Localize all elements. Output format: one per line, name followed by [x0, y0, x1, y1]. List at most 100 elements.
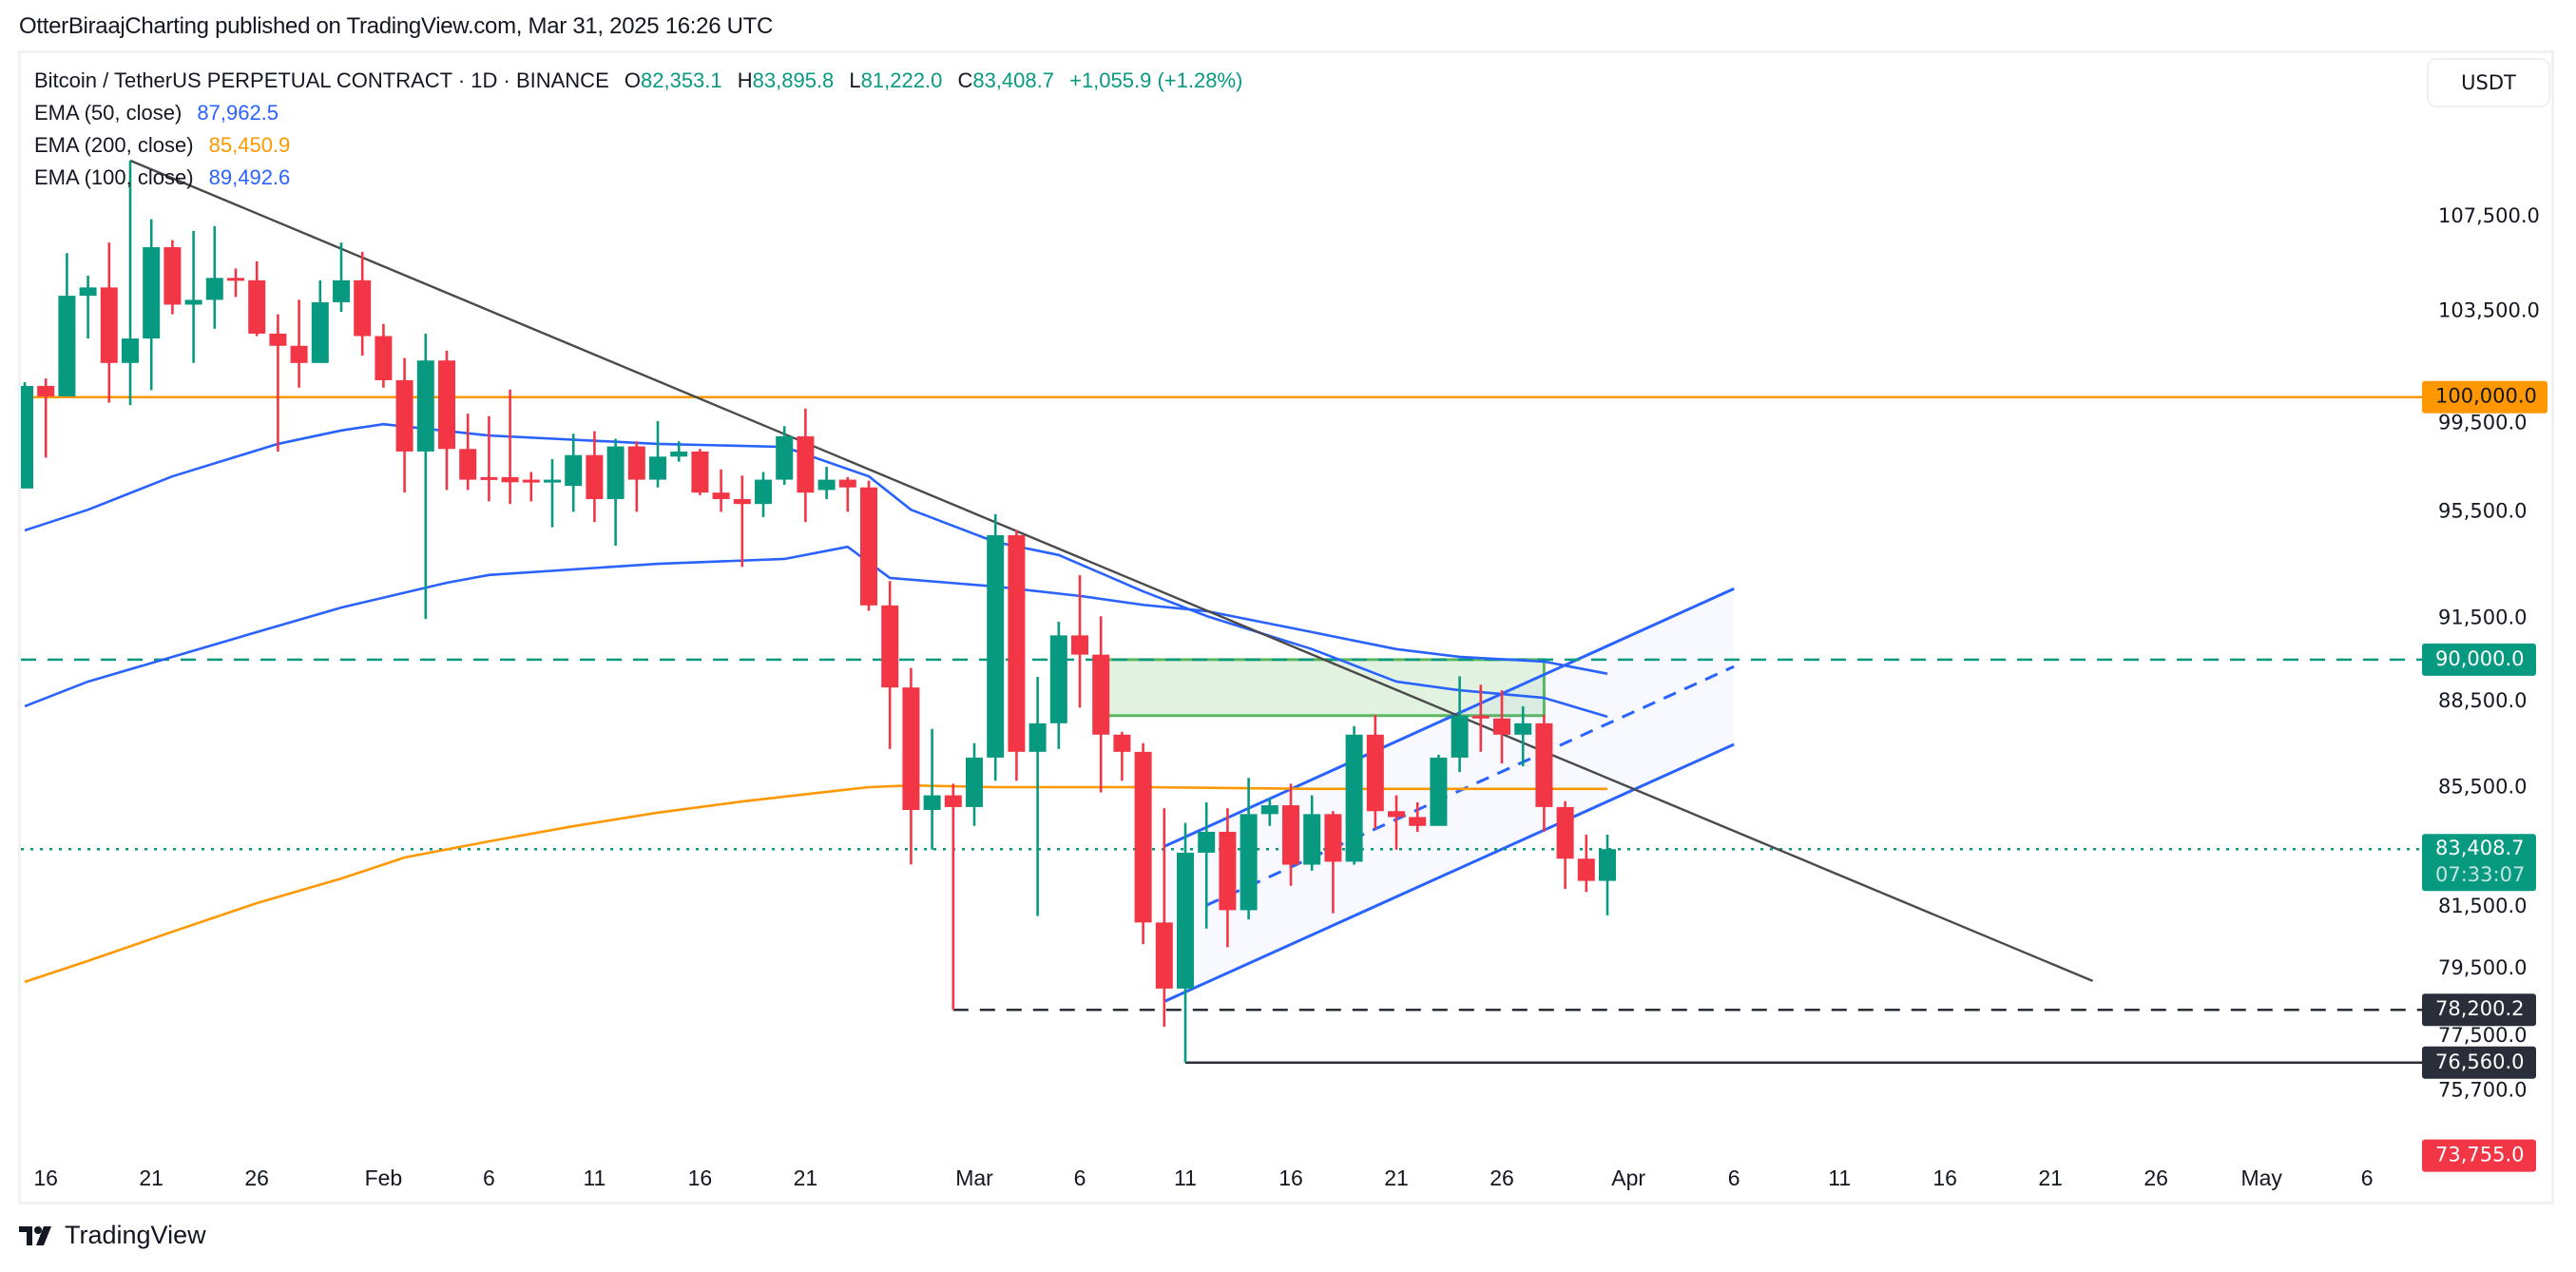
candle	[1155, 808, 1173, 1028]
candle-body	[1366, 734, 1384, 812]
price-badge-label: 90,000.0	[2435, 647, 2525, 670]
indicator-ema100-row[interactable]: EMA (100, close) 89,492.6	[34, 162, 1242, 194]
tradingview-logo[interactable]: TradingView	[19, 1221, 206, 1250]
candle	[712, 469, 730, 512]
candle	[1008, 530, 1026, 781]
symbol-legend-row: Bitcoin / TetherUS PERPETUAL CONTRACT · …	[34, 65, 1242, 97]
price-tick-label: 75,700.0	[2438, 1078, 2528, 1101]
descending-trendline	[129, 159, 2094, 982]
candle-body	[1493, 718, 1510, 735]
candle	[817, 467, 836, 499]
candle	[248, 260, 266, 337]
candle-body	[755, 479, 772, 505]
plot-area[interactable]	[16, 159, 2422, 1065]
price-tick-label: 99,500.0	[2438, 412, 2528, 434]
candle	[184, 230, 202, 363]
open-value: 82,353.1	[641, 68, 722, 92]
indicator-value: 89,492.6	[208, 165, 291, 189]
candle-body	[1324, 814, 1342, 862]
time-axis[interactable]: 16 21 26 Feb 6 11 16 21 Mar 6 11 16 21 26 Apr 6 11 16 21 26…	[33, 1166, 2373, 1190]
candle	[1471, 684, 1490, 752]
candle-body	[227, 278, 244, 281]
candle	[21, 382, 33, 489]
price-badge-label: 76,560.0	[2435, 1050, 2525, 1073]
publish-attribution: OtterBiraajCharting published on Trading…	[19, 13, 774, 39]
price-axis[interactable]: 107,500.0 103,500.0 99,500.0 95,500.0 91,500…	[2438, 204, 2540, 1101]
candle-body	[79, 287, 97, 297]
indicator-ema50-row[interactable]: EMA (50, close) 87,962.5	[34, 97, 1242, 129]
candle	[755, 472, 772, 517]
price-badge-label: 78,200.2	[2435, 997, 2525, 1020]
candle-body	[163, 247, 182, 305]
chart-legend: Bitcoin / TetherUS PERPETUAL CONTRACT · …	[34, 65, 1242, 194]
candle	[1409, 801, 1427, 833]
time-tick-label: May	[2240, 1166, 2282, 1190]
candle-body	[1071, 635, 1088, 655]
candle	[375, 323, 393, 388]
candle	[1451, 676, 1469, 773]
high-label: H	[737, 68, 753, 92]
candle	[290, 299, 308, 388]
candle	[606, 438, 625, 547]
time-tick-label: 6	[1728, 1166, 1740, 1190]
time-tick-label: 6	[1074, 1166, 1086, 1190]
candle-body	[776, 435, 794, 480]
last-price-badge: 83,408.7 07:33:07	[2422, 834, 2536, 892]
price-badge-label: 83,408.7	[2435, 837, 2525, 859]
candle-body	[1345, 734, 1363, 862]
time-tick-label: 6	[2361, 1166, 2374, 1190]
candle	[627, 441, 645, 512]
indicator-ema200-row[interactable]: EMA (200, close) 85,450.9	[34, 129, 1242, 162]
price-tick-label: 77,500.0	[2438, 1024, 2528, 1047]
indicator-label: EMA (100, close)	[34, 165, 194, 189]
candle-body	[21, 385, 33, 489]
indicator-value: 85,450.9	[208, 133, 291, 157]
candle-body	[522, 479, 540, 483]
candle	[1049, 621, 1067, 749]
time-tick-label: 16	[1932, 1166, 1957, 1190]
candles-layer	[21, 160, 1616, 1063]
candle-body	[838, 479, 856, 488]
candle	[670, 441, 688, 462]
candle-body	[881, 605, 899, 688]
candle	[1324, 811, 1342, 914]
candle	[544, 458, 561, 528]
indicator-label: EMA (50, close)	[34, 101, 183, 125]
supply-zone-layer	[1099, 658, 1546, 718]
candle	[1240, 778, 1258, 920]
candle-body	[691, 451, 709, 493]
price-badge-background	[2422, 380, 2547, 414]
candle-body	[797, 435, 815, 493]
candle-body	[311, 301, 329, 363]
candle-body	[565, 454, 583, 487]
price-tick-label: 81,500.0	[2438, 895, 2528, 917]
price-badge-label: 100,000.0	[2435, 385, 2537, 408]
candle-body	[1177, 852, 1194, 989]
candle	[860, 480, 877, 611]
candle	[565, 434, 583, 512]
candle-body	[1155, 922, 1173, 989]
candle	[143, 219, 161, 391]
candle	[838, 476, 856, 512]
candle-body	[966, 757, 983, 807]
time-tick-label: 26	[244, 1166, 269, 1190]
candle	[1198, 801, 1216, 929]
time-tick-label: Feb	[365, 1166, 403, 1190]
candle-body	[1409, 817, 1427, 826]
trendline-layer	[129, 159, 2094, 982]
candle-body	[1008, 534, 1026, 752]
candle-body	[1113, 734, 1131, 752]
candle	[586, 431, 604, 523]
price-73755-badge: 73,755.0	[2422, 1139, 2536, 1172]
symbol-title[interactable]: Bitcoin / TetherUS PERPETUAL CONTRACT · …	[34, 68, 609, 92]
candle	[480, 415, 498, 502]
candle-body	[1430, 757, 1448, 826]
candle	[1219, 808, 1237, 948]
candle-body	[649, 456, 666, 480]
level-100000-badge: 100,000.0	[2422, 380, 2547, 414]
candle-body	[1134, 751, 1152, 923]
candle	[205, 225, 223, 329]
candle	[1282, 783, 1299, 886]
currency-button[interactable]: USDT	[2427, 58, 2550, 107]
